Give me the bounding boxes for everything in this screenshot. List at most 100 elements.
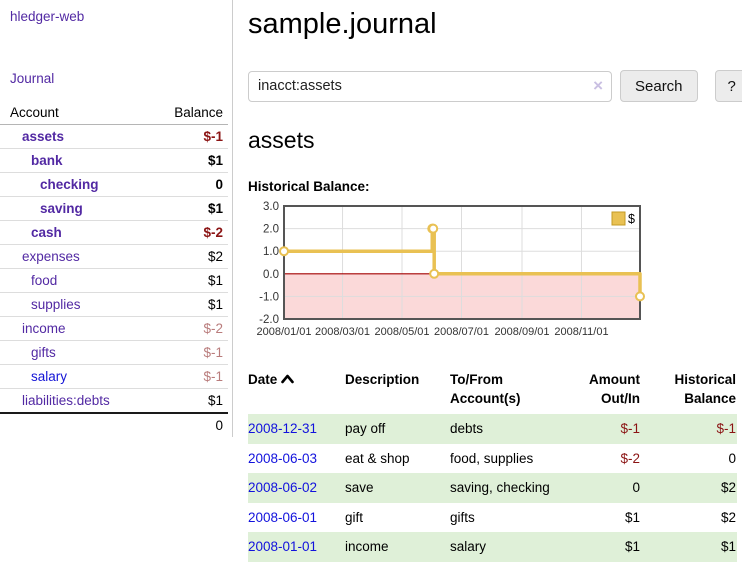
account-balance: $1 xyxy=(145,292,228,317)
account-row: saving $1 xyxy=(0,196,228,221)
account-row: expenses $2 xyxy=(0,244,228,269)
y-tick-label: 0.0 xyxy=(263,269,279,281)
register-row: 2008-01-01 income salary $1 $1 xyxy=(248,532,737,562)
txn-balance: 0 xyxy=(728,450,736,466)
txn-date-link[interactable]: 2008-06-03 xyxy=(248,450,318,466)
account-balance: $1 xyxy=(145,388,228,413)
register-col-description: Description xyxy=(345,372,420,387)
txn-balance: $1 xyxy=(720,539,736,554)
txn-amount: $-2 xyxy=(620,450,640,466)
account-balance: $-1 xyxy=(145,340,228,365)
register-table: Date Description To/From Account(s) Amou… xyxy=(248,366,737,562)
app-title-link[interactable]: hledger-web xyxy=(10,9,85,24)
txn-accounts: saving, checking xyxy=(450,480,550,495)
txn-description: save xyxy=(345,480,374,495)
txn-date-link[interactable]: 2008-12-31 xyxy=(248,421,318,436)
txn-date-link[interactable]: 2008-06-02 xyxy=(248,480,318,495)
y-tick-label: -2.0 xyxy=(259,314,279,326)
txn-amount: 0 xyxy=(632,480,640,495)
account-balance: $-1 xyxy=(203,129,223,144)
data-point xyxy=(635,291,645,302)
account-link[interactable]: saving xyxy=(40,201,83,216)
txn-accounts: food, supplies xyxy=(450,450,534,466)
accounts-col-account: Account xyxy=(0,102,146,125)
account-row: salary $-1 xyxy=(0,364,228,389)
account-row: income $-2 xyxy=(0,316,228,341)
txn-balance: $2 xyxy=(720,480,736,495)
account-link[interactable]: salary xyxy=(31,369,68,384)
account-link[interactable]: bank xyxy=(31,153,63,168)
sort-asc-icon xyxy=(281,370,295,389)
account-link[interactable]: income xyxy=(22,321,66,336)
account-row: assets $-1 xyxy=(0,125,228,149)
register-col-date[interactable]: Date xyxy=(248,366,345,414)
account-link[interactable]: assets xyxy=(22,129,65,144)
search-input-wrap: × xyxy=(248,70,612,102)
register-header-row: Date Description To/From Account(s) Amou… xyxy=(248,366,737,414)
account-row: food $1 xyxy=(0,268,228,293)
x-tick-label: 2008/01/01 xyxy=(256,326,311,338)
register-row: 2008-06-02 save saving, checking 0 $2 xyxy=(248,473,737,503)
txn-date-link[interactable]: 2008-01-01 xyxy=(248,539,318,554)
sidebar-item-journal[interactable]: Journal xyxy=(10,71,55,86)
sidebar: hledger-web Journal Account Balance asse… xyxy=(0,0,233,437)
accounts-header-row: Account Balance xyxy=(0,102,228,125)
account-row: liabilities:debts $1 xyxy=(0,388,228,413)
txn-accounts: gifts xyxy=(450,509,475,525)
y-tick-label: 3.0 xyxy=(263,201,279,213)
txn-accounts: debts xyxy=(450,421,484,436)
x-tick-label: 2008/03/01 xyxy=(315,326,370,338)
txn-amount: $-1 xyxy=(620,421,640,436)
data-point xyxy=(429,268,440,279)
account-link[interactable]: liabilities:debts xyxy=(22,393,110,408)
register-row: 2008-12-31 pay off debts $-1 $-1 xyxy=(248,414,737,444)
txn-description: income xyxy=(345,539,389,554)
help-button[interactable]: ? xyxy=(714,70,742,102)
search-form: × Search ? xyxy=(248,70,742,102)
x-tick-label: 2008/05/01 xyxy=(374,326,429,338)
account-balance: $2 xyxy=(145,244,228,269)
txn-amount: $1 xyxy=(624,539,640,554)
account-balance: 0 xyxy=(145,172,228,197)
account-row: cash $-2 xyxy=(0,220,228,245)
account-link[interactable]: expenses xyxy=(22,249,80,264)
search-button[interactable]: Search xyxy=(620,70,698,102)
account-row: gifts $-1 xyxy=(0,340,228,365)
account-link[interactable]: food xyxy=(31,273,58,288)
accounts-total-value: 0 xyxy=(145,412,228,437)
data-point xyxy=(279,246,289,257)
accounts-balance-table: Account Balance assets $-1 bank $1 checking 0… xyxy=(0,102,228,437)
txn-date-link[interactable]: 2008-06-01 xyxy=(248,509,318,525)
clear-search-icon[interactable]: × xyxy=(593,75,603,95)
txn-balance: $2 xyxy=(720,509,736,525)
x-tick-label: 2008/11/01 xyxy=(554,326,608,338)
account-balance: $-2 xyxy=(145,220,228,245)
plot-border xyxy=(283,205,641,320)
txn-description: eat & shop xyxy=(345,450,410,466)
accounts-total-spacer xyxy=(0,412,146,437)
txn-balance: $-1 xyxy=(716,421,736,436)
register-row: 2008-06-03 eat & shop food, supplies $-2 0 xyxy=(248,444,737,474)
y-tick-label: -1.0 xyxy=(259,291,279,303)
data-point xyxy=(428,223,439,234)
chart-label: Historical Balance: xyxy=(248,179,370,194)
search-input[interactable] xyxy=(248,70,612,102)
account-balance: $1 xyxy=(145,268,228,293)
register-col-accounts: To/From Account(s) xyxy=(450,372,521,406)
account-link[interactable]: gifts xyxy=(31,345,56,360)
txn-amount: $1 xyxy=(624,509,640,525)
legend-label: $ xyxy=(628,212,635,226)
account-balance: $-2 xyxy=(145,316,228,341)
account-balance: $1 xyxy=(145,148,228,173)
account-link[interactable]: cash xyxy=(31,225,62,240)
account-row: bank $1 xyxy=(0,148,228,173)
account-balance: $-1 xyxy=(145,364,228,389)
x-tick-label: 2008/07/01 xyxy=(434,326,489,338)
page-title: sample.journal xyxy=(248,8,437,40)
txn-description: gift xyxy=(345,509,364,525)
account-link[interactable]: checking xyxy=(40,177,99,192)
accounts-col-balance: Balance xyxy=(145,102,228,125)
account-link[interactable]: supplies xyxy=(31,297,81,312)
account-heading: assets xyxy=(248,127,315,153)
